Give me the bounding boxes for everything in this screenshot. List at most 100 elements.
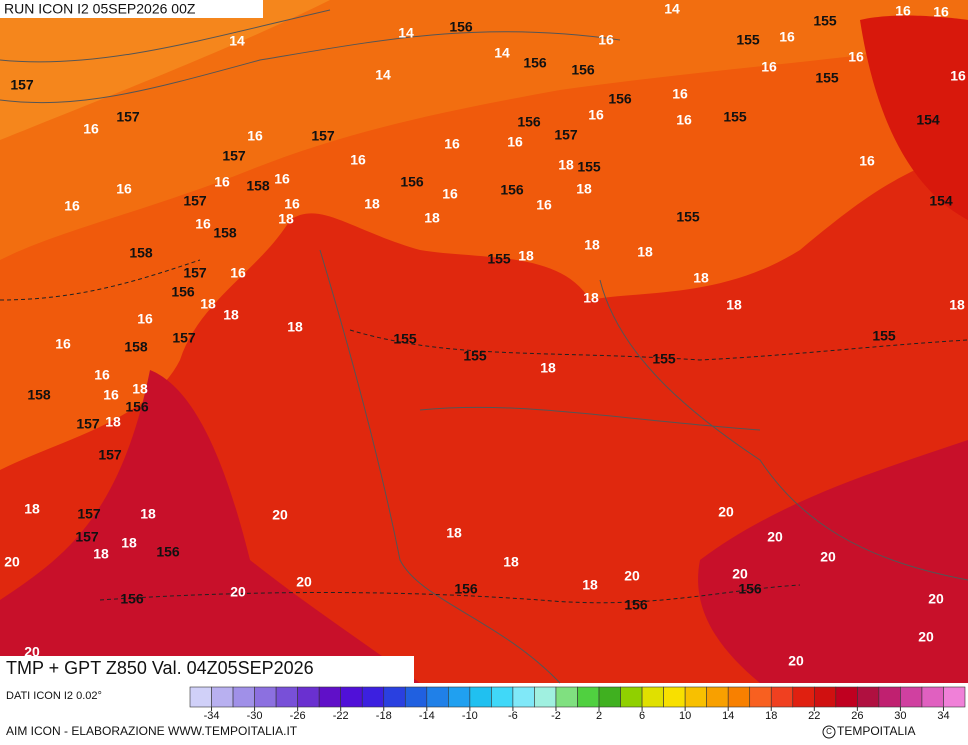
isohypse-label: 157 (183, 193, 207, 209)
isohypse-label: 157 (116, 109, 140, 125)
color-swatch (555, 686, 578, 708)
isotherm-label: 16 (55, 336, 71, 352)
isohypse-label: 156 (120, 591, 144, 607)
isohypse-label: 158 (129, 245, 153, 261)
isotherm-label: 16 (64, 198, 80, 214)
isotherm-label: 14 (229, 33, 245, 49)
tick-label: -26 (290, 710, 306, 722)
isotherm-label: 18 (278, 211, 294, 227)
isohypse-label: 156 (517, 114, 541, 130)
isotherm-label: 16 (116, 181, 132, 197)
color-swatch (921, 686, 944, 708)
isohypse-label: 157 (98, 447, 122, 463)
isohypse-label: 157 (76, 416, 100, 432)
isotherm-label: 16 (598, 32, 614, 48)
tick-label: 30 (894, 710, 906, 722)
color-swatch (641, 686, 664, 708)
borders (0, 9, 968, 684)
color-swatch (598, 686, 621, 708)
isohypse-label: 155 (463, 348, 487, 364)
color-swatch (620, 686, 643, 708)
isotherm-label: 16 (588, 107, 604, 123)
isotherm-label: 18 (121, 535, 137, 551)
tick-label: 18 (765, 710, 777, 722)
color-swatch (318, 686, 341, 708)
isotherm-label: 18 (949, 297, 965, 313)
title-box (0, 656, 414, 683)
isotherm-label: 16 (214, 174, 230, 190)
isohypse-label: 156 (738, 581, 762, 597)
isohypse-label: 155 (813, 13, 837, 29)
color-swatch (878, 686, 901, 708)
color-swatch (448, 686, 471, 708)
isotherm-label: 20 (718, 504, 734, 520)
isotherm-label: 16 (779, 29, 795, 45)
color-swatch (814, 686, 837, 708)
isotherm-label: 16 (848, 49, 864, 65)
color-swatch (297, 686, 320, 708)
isotherm-label: 16 (247, 128, 263, 144)
isohypse-label: 157 (554, 127, 578, 143)
isotherm-label: 16 (933, 4, 949, 20)
tick-label: -18 (376, 710, 392, 722)
isohypse-label: 157 (75, 529, 99, 545)
colorbar: -34 -30 -26 -22 -18 -14 -10 -6 -2 2 6 10 14 18 22 26 30 3… (189, 686, 966, 722)
isohypse-label: 157 (222, 148, 246, 164)
isotherm-label: 18 (364, 196, 380, 212)
red-zone (860, 15, 968, 220)
color-swatch (684, 686, 707, 708)
isotherm-label: 20 (918, 629, 934, 645)
isohypse-label: 156 (571, 62, 595, 78)
isotherm-label: 20 (820, 549, 836, 565)
tick-label: -14 (419, 710, 435, 722)
isohypse-label: 157 (10, 77, 34, 93)
isohypse-label: 156 (608, 91, 632, 107)
color-swatch (792, 686, 815, 708)
isotherm-label: 20 (272, 507, 288, 523)
color-swatch (211, 686, 234, 708)
isohypse-label: 155 (815, 70, 839, 86)
tick-label: -30 (247, 710, 263, 722)
isotherm-label: 18 (424, 210, 440, 226)
isohypse-label: 158 (213, 225, 237, 241)
isotherm-label: 18 (583, 290, 599, 306)
color-swatch (534, 686, 557, 708)
source: DATI ICON I2 0.02° (6, 690, 102, 702)
run-label: RUN ICON I2 05SEP2026 00Z (4, 1, 196, 17)
tick-label: -2 (551, 710, 561, 722)
tick-label: 10 (679, 710, 691, 722)
isohypse-label: 155 (676, 209, 700, 225)
isohypse-label: 158 (124, 339, 148, 355)
isotherm-label: 18 (637, 244, 653, 260)
isohypse-label: 155 (577, 159, 601, 175)
isotherm-label: 18 (693, 270, 709, 286)
isohypse-label: 155 (723, 109, 747, 125)
isohypse-label: 157 (311, 128, 335, 144)
color-swatch (469, 686, 492, 708)
color-swatch (663, 686, 686, 708)
isohypse-label: 156 (500, 182, 524, 198)
isotherm-label: 20 (767, 529, 783, 545)
isohypse-label: 157 (183, 265, 207, 281)
credit: AIM ICON - ELABORAZIONE WWW.TEMPOITALIA.… (6, 724, 298, 738)
color-swatch (749, 686, 772, 708)
isotherm-label: 16 (761, 59, 777, 75)
copyright: TEMPOITALIA (837, 724, 915, 738)
isohypse-label: 158 (246, 178, 270, 194)
isotherm-label: 18 (446, 525, 462, 541)
isotherm-label: 18 (24, 501, 40, 517)
color-swatch (727, 686, 751, 708)
tick-label: 6 (639, 710, 645, 722)
copyright-c: C (826, 727, 832, 736)
isotherm-label: 18 (200, 296, 216, 312)
tick-label: -34 (204, 710, 220, 722)
crimson-zone (0, 370, 420, 683)
isotherm-label: 16 (274, 171, 290, 187)
color-swatch (857, 686, 880, 708)
color-swatch (275, 686, 298, 708)
isotherm-label: 20 (296, 574, 312, 590)
isotherm-label: 16 (350, 152, 366, 168)
isotherm-label: 18 (582, 577, 598, 593)
isotherm-label: 16 (195, 216, 211, 232)
isohypse-label: 155 (736, 32, 760, 48)
